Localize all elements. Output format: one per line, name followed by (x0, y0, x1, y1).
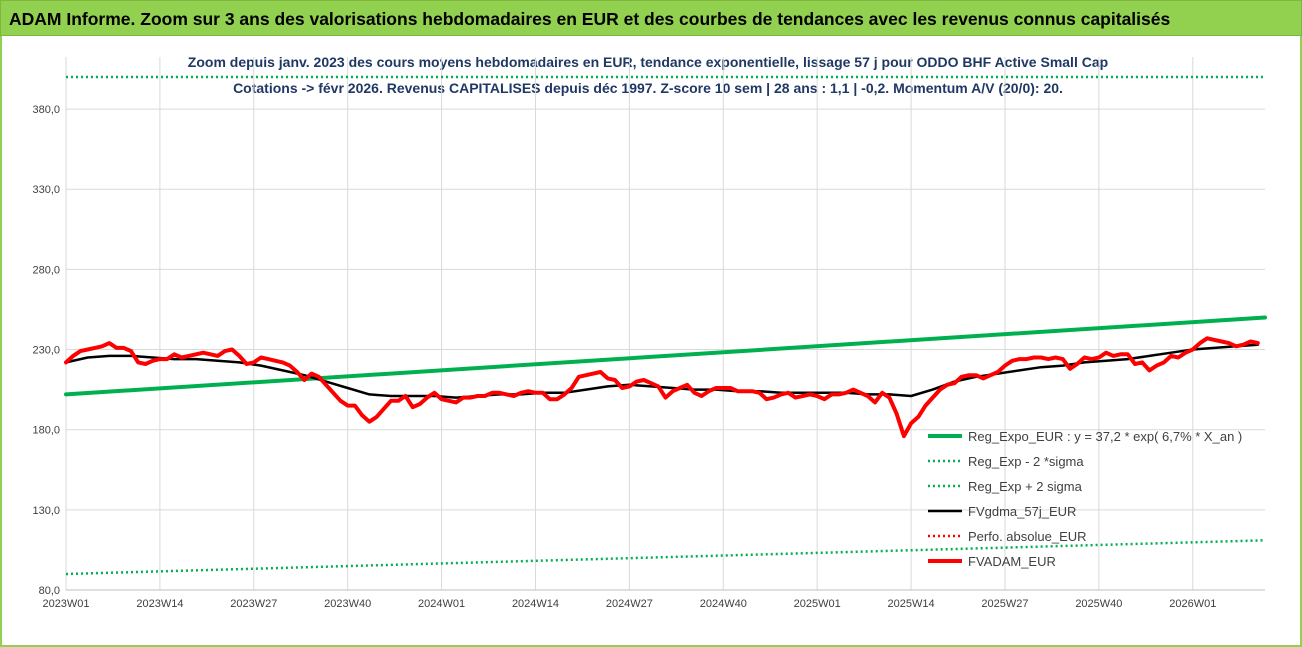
legend-label: FVgdma_57j_EUR (968, 504, 1076, 519)
y-axis: 80,0 130,0 180,0 230,0 280,0 330,0 380,0 (32, 104, 60, 597)
y-tick-label: 330,0 (32, 184, 60, 196)
x-tick-label: 2023W40 (324, 598, 371, 610)
y-tick-label: 280,0 (32, 264, 60, 276)
x-tick-label: 2023W01 (42, 598, 89, 610)
y-tick-label: 130,0 (32, 505, 60, 517)
x-tick-label: 2025W27 (981, 598, 1028, 610)
x-tick-label: 2025W01 (794, 598, 841, 610)
y-tick-label: 230,0 (32, 345, 60, 357)
page-title: ADAM Informe. Zoom sur 3 ans des valoris… (0, 0, 1302, 36)
legend-label: Reg_Exp + 2 sigma (968, 479, 1083, 494)
series-line-3 (64, 343, 1260, 399)
x-tick-label: 2023W14 (136, 598, 183, 610)
y-tick-label: 80,0 (39, 585, 60, 597)
series-line-1 (65, 539, 1266, 576)
x-tick-label: 2025W14 (888, 598, 935, 610)
x-tick-label: 2025W40 (1075, 598, 1122, 610)
legend: Reg_Expo_EUR : y = 37,2 * exp( 6,7% * X_… (928, 429, 1242, 569)
x-tick-label: 2024W01 (418, 598, 465, 610)
x-tick-label: 2026W01 (1169, 598, 1216, 610)
series-line-5 (64, 336, 1260, 439)
chart-area (0, 36, 1302, 647)
x-tick-label: 2023W27 (230, 598, 277, 610)
legend-label: Reg_Expo_EUR : y = 37,2 * exp( 6,7% * X_… (968, 429, 1242, 444)
chart-subtitle-line1: Zoom depuis janv. 2023 des cours moyens … (188, 54, 1108, 70)
y-tick-label: 380,0 (32, 104, 60, 116)
legend-label: Perfo. absolue_EUR (968, 529, 1087, 544)
series-lines (64, 75, 1267, 576)
x-tick-label: 2024W14 (512, 598, 559, 610)
x-axis: 2023W01 2023W14 2023W27 2023W40 2024W01 2024W… (42, 589, 1265, 610)
legend-label: Reg_Exp - 2 *sigma (968, 454, 1084, 469)
legend-label: FVADAM_EUR (968, 554, 1056, 569)
y-tick-label: 180,0 (32, 425, 60, 437)
gridlines (65, 57, 1265, 591)
chart-subtitle-line2: Cotations -> févr 2026. Revenus CAPITALI… (233, 80, 1063, 96)
series-line-0 (64, 315, 1267, 397)
x-tick-label: 2024W40 (700, 598, 747, 610)
x-tick-label: 2024W27 (606, 598, 653, 610)
